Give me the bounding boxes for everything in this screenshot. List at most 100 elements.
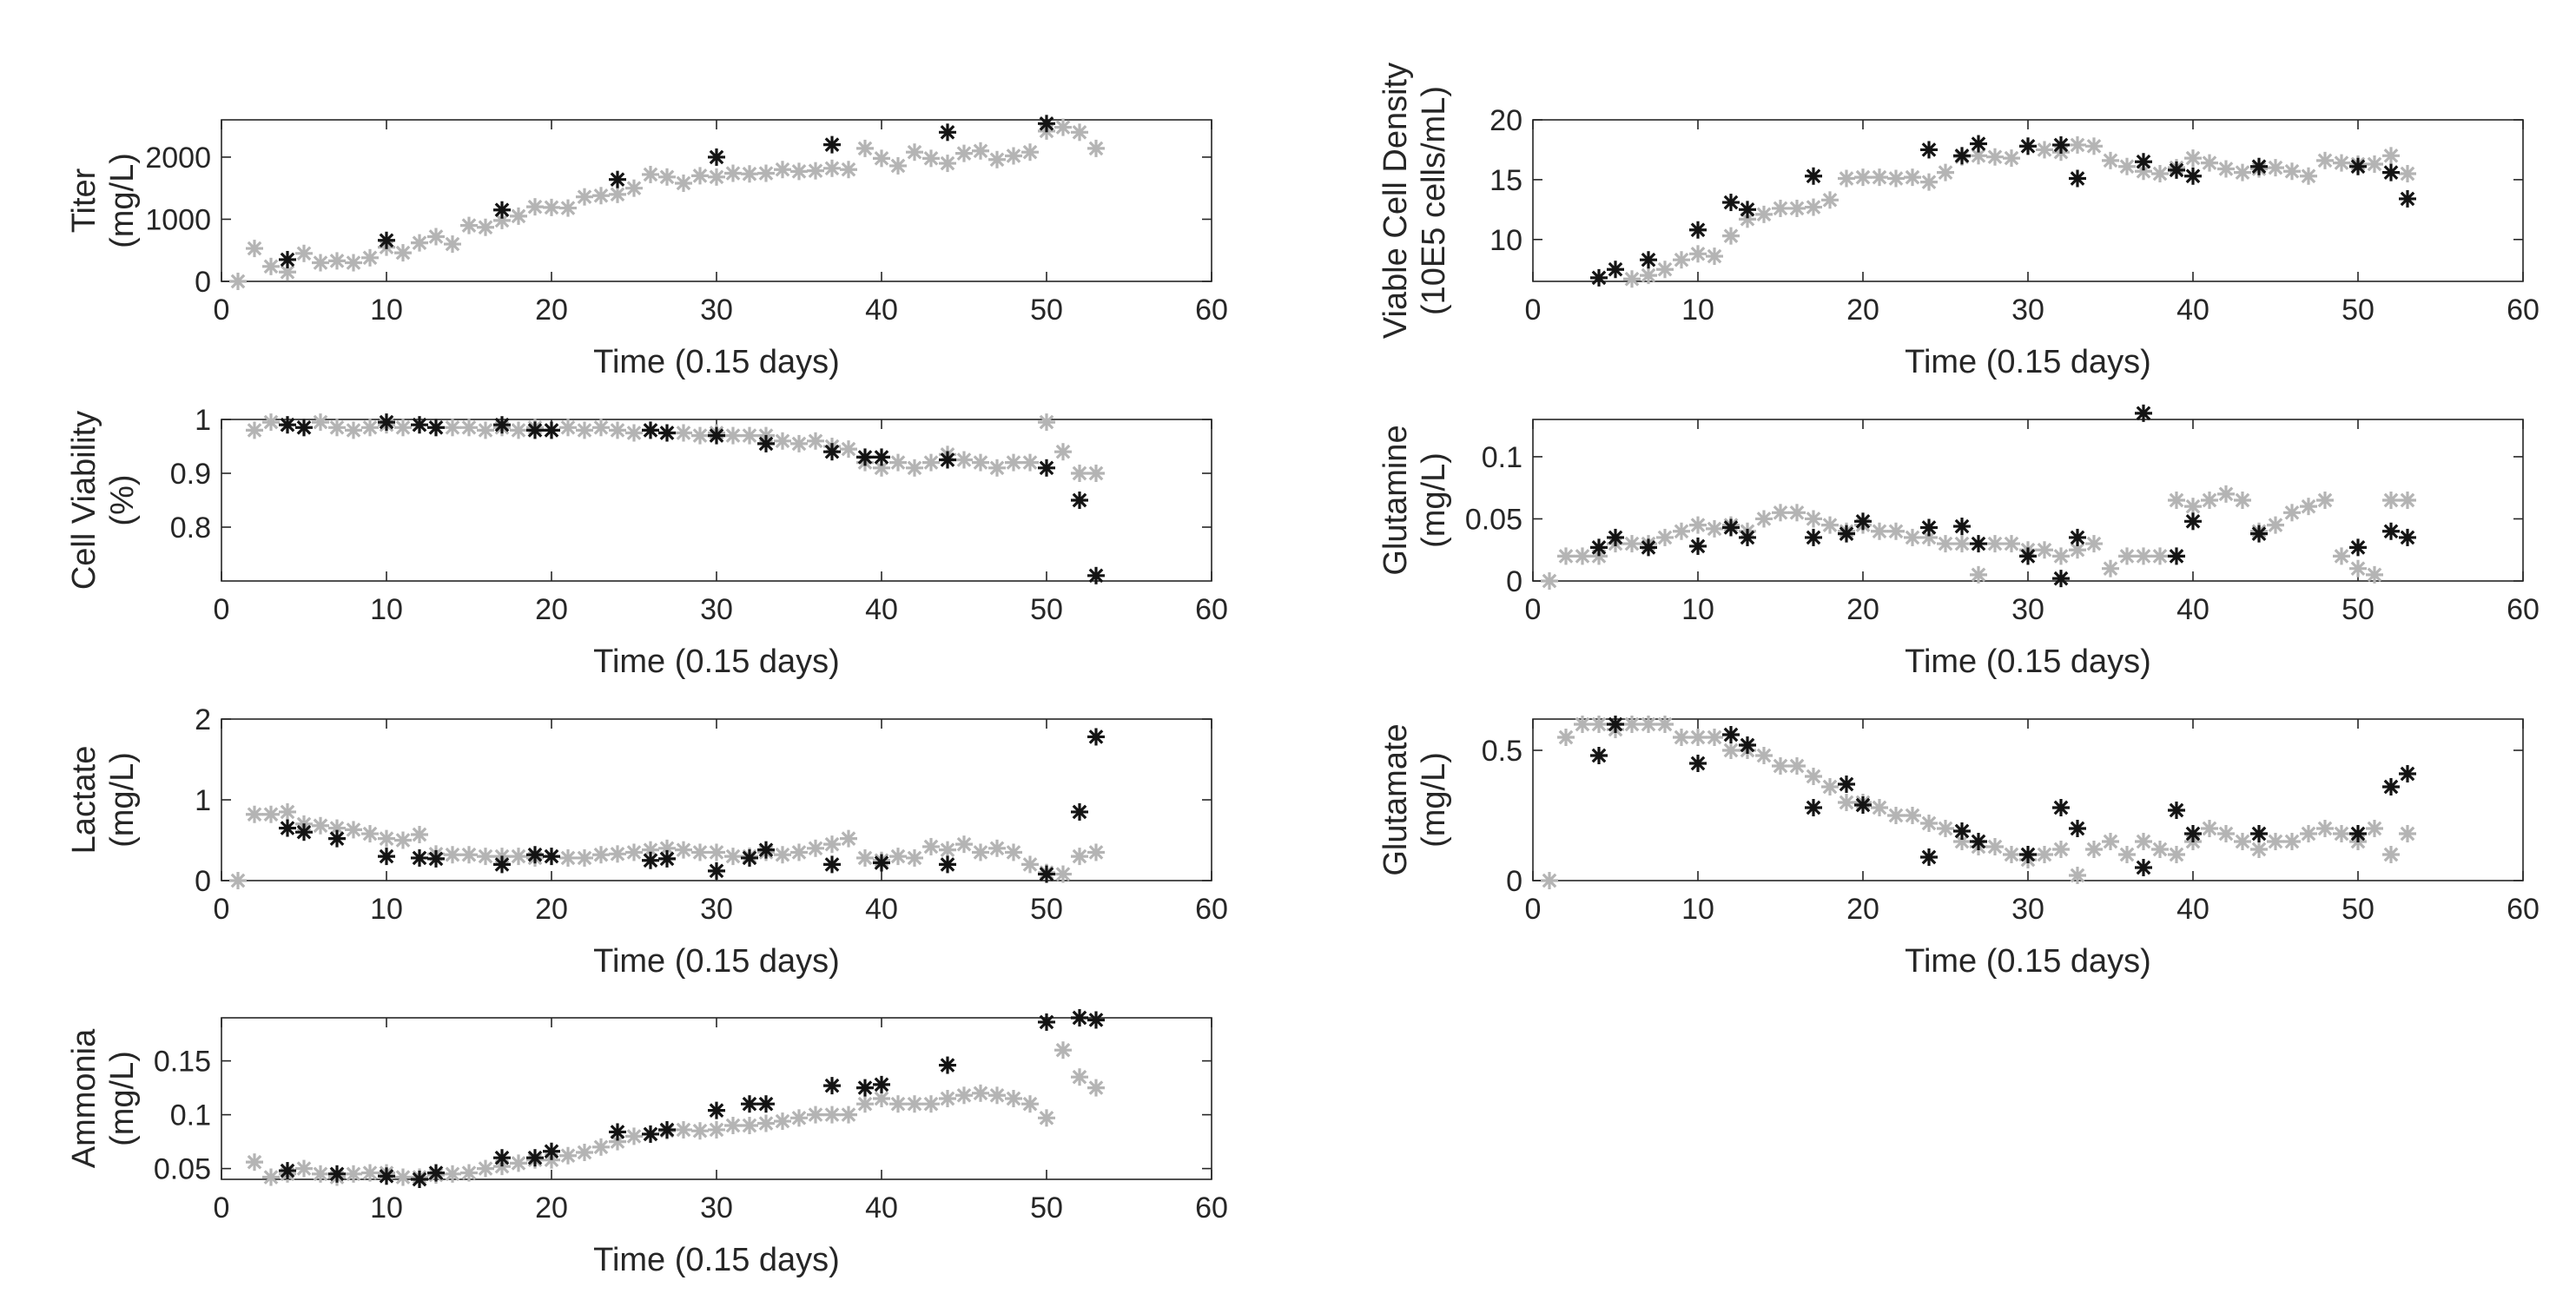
lactate-xtick-label: 60 — [1195, 893, 1228, 926]
vcd-point-measured — [1640, 251, 1657, 269]
panel-glutamate: 0 10 20 30 40 50 60 0 0.5 Time (0.15 days) Glutama… — [1377, 716, 2540, 980]
vcd-point-measured — [2168, 161, 2185, 179]
viability-point-measured — [939, 451, 956, 469]
titer-point-estimated — [790, 162, 808, 181]
glutamine-point-measured — [2382, 522, 2400, 540]
ammonia-y-axis-title-line: (mg/L) — [104, 1051, 141, 1146]
vcd-point-estimated — [1640, 267, 1657, 285]
vcd-point-estimated — [1623, 270, 1641, 288]
glutamine-point-estimated — [2283, 504, 2301, 522]
vcd-point-measured — [1920, 141, 1938, 159]
panel-viability: 0 10 20 30 40 50 60 0.8 0.9 1 Time (0.15 days) Cell… — [66, 404, 1228, 680]
lactate-point-estimated — [774, 846, 791, 864]
glutamine-xtick-label: 30 — [2011, 593, 2044, 626]
titer-xtick-label: 60 — [1195, 294, 1228, 327]
lactate-xtick-label: 40 — [865, 893, 898, 926]
glutamate-point-estimated — [2382, 846, 2400, 863]
titer-point-estimated — [229, 273, 247, 290]
vcd-y-axis-title-line: (10E5 cells/mL) — [1416, 86, 1452, 315]
viability-xtick-label: 40 — [865, 593, 898, 626]
lactate-point-estimated — [658, 839, 676, 857]
glutamate-point-measured — [2052, 799, 2070, 816]
ammonia-point-measured — [609, 1123, 626, 1141]
vcd-point-estimated — [2036, 141, 2053, 159]
ammonia-xtick-label: 40 — [865, 1191, 898, 1224]
ammonia-point-estimated — [708, 1120, 725, 1139]
vcd-point-estimated — [1788, 199, 1806, 217]
lactate-point-measured — [1071, 802, 1088, 821]
lactate-point-measured — [658, 849, 676, 868]
viability-point-estimated — [741, 426, 758, 445]
glutamate-point-estimated — [1574, 716, 1591, 733]
vcd-xtick-label: 50 — [2342, 294, 2375, 327]
ammonia-point-estimated — [922, 1095, 940, 1113]
glutamine-point-estimated — [2217, 485, 2235, 503]
glutamine-point-estimated — [1887, 522, 1905, 540]
glutamine-xtick-label: 10 — [1681, 593, 1714, 626]
lactate-point-estimated — [394, 831, 412, 849]
glutamate-point-estimated — [1821, 778, 1839, 795]
viability-xtick-label: 20 — [535, 593, 568, 626]
titer-point-estimated — [295, 244, 313, 262]
titer-ytick-label: 0 — [195, 266, 211, 299]
viability-axes-box — [221, 419, 1212, 582]
vcd-point-estimated — [1904, 168, 1921, 187]
ammonia-xtick-label: 30 — [700, 1191, 733, 1224]
glutamate-point-estimated — [2135, 833, 2152, 850]
glutamine-point-measured — [2019, 547, 2037, 565]
glutamate-point-measured — [1920, 848, 1938, 866]
glutamine-xtick-label: 50 — [2342, 593, 2375, 626]
lactate-point-estimated — [889, 848, 907, 866]
glutamine-point-estimated — [2184, 498, 2202, 516]
vcd-point-estimated — [2316, 151, 2334, 169]
glutamate-point-estimated — [1541, 872, 1558, 889]
panel-ammonia: 0 10 20 30 40 50 60 0.05 0.1 0.15 Time (0.15 days)… — [66, 1009, 1228, 1278]
vcd-point-measured — [2399, 189, 2416, 208]
lactate-y-axis-title-line: (mg/L) — [104, 752, 141, 848]
lactate-series-measured — [279, 728, 1105, 883]
glutamate-ytick-label: 0.5 — [1482, 735, 1522, 768]
glutamate-point-estimated — [2366, 820, 2383, 837]
lactate-point-estimated — [411, 825, 428, 843]
ammonia-xtick-label: 10 — [370, 1191, 403, 1224]
ammonia-point-estimated — [823, 1106, 841, 1124]
titer-point-estimated — [345, 254, 362, 272]
titer-point-estimated — [757, 164, 775, 182]
glutamate-point-estimated — [2036, 846, 2053, 863]
vcd-point-measured — [2069, 169, 2086, 188]
glutamine-point-estimated — [1953, 535, 1971, 553]
vcd-point-estimated — [2201, 154, 2218, 172]
viability-ytick-label: 0.8 — [170, 512, 211, 545]
glutamate-ytick-label: 0 — [1506, 865, 1522, 898]
lactate-xtick-label: 20 — [535, 893, 568, 926]
titer-point-estimated — [724, 164, 742, 182]
glutamine-series-measured — [1590, 404, 2416, 588]
ammonia-xtick-label: 20 — [535, 1191, 568, 1224]
lactate-point-measured — [526, 846, 544, 864]
glutamine-point-estimated — [1904, 528, 1921, 546]
glutamine-point-estimated — [1772, 504, 1789, 522]
glutamine-point-measured — [2250, 525, 2268, 543]
glutamine-point-measured — [1739, 528, 1756, 546]
panel-vcd: 0 10 20 30 40 50 60 10 15 20 Time (0.15 days) Viabl… — [1377, 63, 2540, 380]
vcd-point-estimated — [2399, 165, 2416, 182]
titer-point-measured — [823, 135, 841, 154]
viability-point-estimated — [675, 424, 692, 442]
viability-point-measured — [526, 421, 544, 439]
viability-point-measured — [1038, 459, 1055, 477]
glutamine-point-estimated — [1755, 510, 1773, 528]
viability-point-estimated — [840, 440, 857, 459]
glutamate-xtick-label: 0 — [1525, 893, 1542, 926]
glutamine-point-measured — [2349, 538, 2367, 557]
ammonia-point-estimated — [988, 1086, 1006, 1105]
glutamate-xtick-label: 50 — [2342, 893, 2375, 926]
glutamate-point-measured — [2184, 825, 2202, 842]
vcd-point-estimated — [2085, 137, 2103, 155]
titer-series-estimated — [229, 118, 1105, 290]
lactate-point-measured — [1038, 865, 1055, 883]
ammonia-point-estimated — [675, 1120, 692, 1139]
glutamine-point-estimated — [2069, 541, 2086, 559]
glutamine-xtick-label: 60 — [2507, 593, 2540, 626]
glutamate-point-estimated — [1755, 747, 1773, 764]
